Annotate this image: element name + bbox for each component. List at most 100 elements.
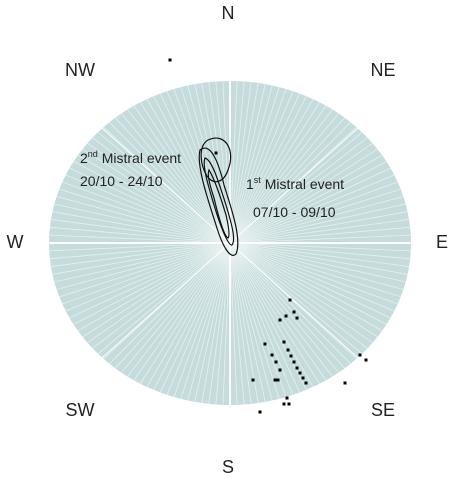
point <box>278 318 282 322</box>
point <box>285 396 289 400</box>
texture-ray <box>49 242 231 296</box>
texture-ray <box>229 207 411 244</box>
texture-ray <box>229 242 404 344</box>
texture-ray <box>49 242 231 304</box>
point <box>295 316 299 320</box>
texture-ray <box>229 242 389 366</box>
point <box>288 298 292 302</box>
texture-ray <box>49 242 231 279</box>
texture-ray <box>229 242 411 320</box>
texture-ray <box>49 233 231 244</box>
texture-ray <box>52 150 231 244</box>
texture-ray <box>229 242 384 372</box>
point <box>282 340 286 344</box>
texture-ray <box>229 216 411 244</box>
texture-ray <box>229 242 257 405</box>
point <box>274 360 278 364</box>
texture-ray <box>212 242 231 405</box>
texture-ray <box>229 182 411 244</box>
texture-ray <box>56 242 231 344</box>
texture-ray <box>94 95 231 244</box>
point <box>286 348 290 352</box>
texture-ray <box>49 190 231 244</box>
texture-ray <box>229 127 395 244</box>
point <box>292 360 296 364</box>
texture-ray <box>229 150 408 244</box>
compass-label: SE <box>371 400 395 420</box>
annotation-title: 1st Mistral event <box>246 175 344 192</box>
point <box>343 381 347 385</box>
annotation-dates: 07/10 - 09/10 <box>253 204 336 220</box>
texture-ray <box>229 225 411 244</box>
point <box>168 58 172 62</box>
texture-ray <box>229 81 266 244</box>
texture-ray <box>94 242 231 391</box>
texture-ray <box>122 242 231 405</box>
point <box>282 402 286 406</box>
compass-label: SW <box>66 400 95 420</box>
texture-ray <box>229 242 395 359</box>
texture-ray <box>49 242 231 253</box>
texture-ray <box>49 199 231 244</box>
texture-ray <box>56 142 231 244</box>
point <box>276 378 280 382</box>
point <box>278 368 282 372</box>
texture-ray <box>186 81 231 244</box>
texture-ray <box>76 242 231 372</box>
texture-ray <box>49 242 231 312</box>
point <box>284 314 288 318</box>
texture-ray <box>88 242 231 385</box>
texture-ray <box>49 242 231 261</box>
texture-ray <box>229 242 266 405</box>
compass-label: NE <box>370 60 395 80</box>
texture-ray <box>49 158 231 244</box>
texture-ray <box>194 242 231 405</box>
annotation-dates: 20/10 - 24/10 <box>80 173 163 189</box>
texture-ray <box>229 242 411 328</box>
texture-ray <box>229 242 411 253</box>
texture-ray <box>203 81 231 244</box>
texture-ray <box>49 242 231 287</box>
annotation-title: 2nd Mistral event <box>80 149 181 166</box>
point <box>214 151 218 155</box>
texture-ray <box>229 158 411 244</box>
texture-ray <box>229 166 411 244</box>
texture-ray <box>101 89 231 244</box>
point <box>301 376 305 380</box>
point <box>273 378 277 382</box>
point <box>289 354 293 358</box>
texture-ray <box>220 242 231 405</box>
texture-ray <box>107 84 231 244</box>
texture-ray <box>49 182 231 244</box>
texture-ray <box>122 81 231 244</box>
texture-ray <box>229 95 366 244</box>
texture-ray <box>229 190 411 244</box>
texture-ray <box>203 242 231 405</box>
compass-label: W <box>7 232 24 252</box>
texture-ray <box>49 242 231 320</box>
compass-label: E <box>436 232 448 252</box>
texture-ray <box>229 242 411 261</box>
texture-ray <box>61 135 231 244</box>
annotation-label: Mistral event <box>98 150 181 166</box>
point <box>251 378 255 382</box>
annotation-number: 1 <box>246 176 254 192</box>
texture-ray <box>229 81 274 244</box>
annotation-number: 2 <box>80 150 88 166</box>
annotation-suffix: st <box>254 175 262 185</box>
texture-ray <box>229 135 399 244</box>
texture-ray <box>71 242 231 366</box>
annotation-label: Mistral event <box>261 176 344 192</box>
texture-ray <box>71 120 231 244</box>
texture-ray <box>229 81 338 244</box>
texture-ray <box>49 242 231 328</box>
texture-ray <box>107 242 231 402</box>
texture-ray <box>229 242 411 270</box>
texture-ray <box>88 101 231 244</box>
texture-ray <box>229 81 346 244</box>
texture-ray <box>229 242 408 336</box>
point <box>358 353 362 357</box>
point <box>263 342 267 346</box>
texture-ray <box>229 81 248 244</box>
